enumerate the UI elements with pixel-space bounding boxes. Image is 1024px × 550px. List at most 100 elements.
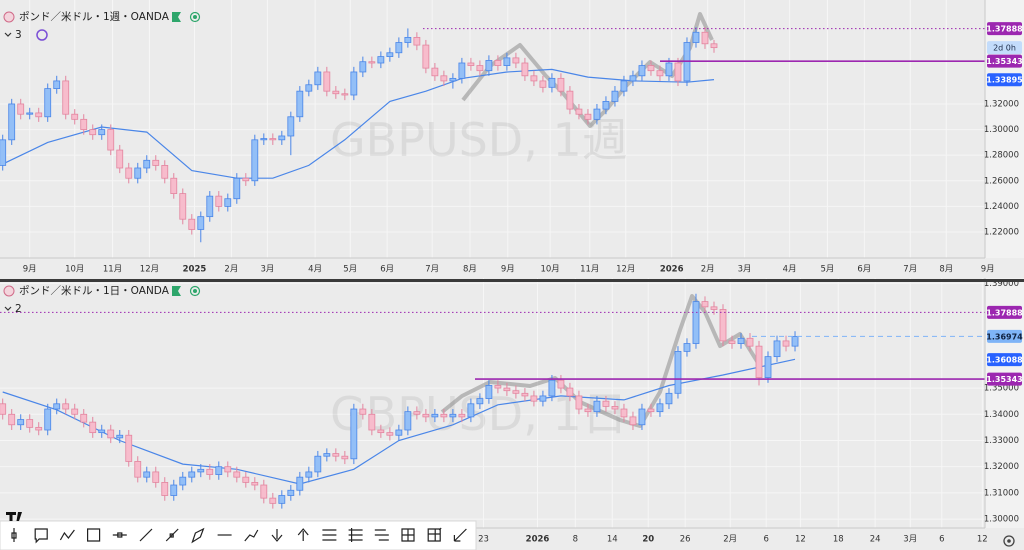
candle-body	[710, 306, 718, 310]
candle-body	[449, 413, 457, 418]
toolbar-icon[interactable]	[401, 528, 415, 542]
toolbar-icon[interactable]	[297, 528, 309, 541]
x-tick-label: 3月	[260, 265, 274, 275]
toolbar-icon[interactable]	[453, 528, 467, 542]
candle-body	[404, 411, 412, 431]
candle-body	[638, 65, 646, 77]
candle-body	[764, 356, 772, 378]
toolbar-icon[interactable]	[11, 528, 17, 542]
candle-body	[476, 398, 484, 405]
candle-body	[161, 482, 169, 496]
toolbar-icon[interactable]	[322, 529, 337, 541]
candle-body	[71, 408, 79, 415]
candle-body	[323, 453, 331, 457]
x-tick-label: 18	[833, 535, 844, 545]
toolbar-icon[interactable]	[112, 532, 127, 538]
candle-body	[494, 385, 502, 389]
candle-body	[359, 61, 367, 73]
x-tick-label: 11月	[103, 265, 122, 275]
candle-body	[134, 461, 142, 478]
candle-body	[422, 413, 430, 418]
candle-body	[35, 426, 43, 431]
candle-body	[269, 497, 277, 504]
price-label: 1.37888	[986, 25, 1023, 34]
candle-body	[593, 108, 601, 120]
candle-body	[620, 408, 628, 418]
candle-body	[80, 118, 88, 130]
candle-body	[602, 400, 610, 407]
candle-body	[557, 379, 565, 389]
candle-body	[458, 62, 466, 79]
candle-body	[350, 71, 358, 96]
candle-body	[332, 453, 340, 457]
candle-body	[485, 60, 493, 72]
candle-body	[260, 484, 268, 499]
candle-body	[314, 71, 322, 86]
candle-body	[80, 413, 88, 423]
candle-body	[773, 340, 781, 358]
countdown: 2d 0h	[993, 44, 1016, 53]
candle-body	[197, 468, 205, 473]
candle-body	[512, 57, 520, 64]
candle-body	[26, 419, 34, 428]
candle-body	[404, 36, 412, 43]
toolbar-icon[interactable]	[34, 528, 48, 544]
candle-body	[503, 387, 511, 392]
x-tick-label: 6	[939, 535, 944, 545]
price-axis	[985, 278, 1024, 528]
candle-body	[8, 103, 16, 141]
candle-body	[368, 61, 376, 64]
collapse-chevron[interactable]	[4, 306, 12, 311]
y-tick-label: 1.39000	[984, 279, 1019, 289]
x-tick-label: 6月	[380, 265, 394, 275]
candle-body	[701, 31, 709, 45]
x-tick-label: 2025	[183, 265, 207, 275]
y-tick-label: 1.26000	[984, 176, 1019, 186]
candle-body	[620, 80, 628, 92]
candle-body	[143, 471, 151, 478]
candle-body	[278, 495, 286, 504]
collapse-chevron[interactable]	[4, 32, 12, 37]
candle-body	[233, 471, 241, 478]
y-tick-label: 1.32000	[984, 99, 1019, 109]
status-dot	[189, 11, 201, 23]
x-tick-label: 9月	[501, 265, 515, 275]
x-tick-label: 5月	[343, 265, 357, 275]
candle-body	[98, 129, 106, 136]
toolbar-icon[interactable]	[427, 527, 442, 542]
candle-body	[62, 80, 70, 115]
candle-body	[575, 108, 583, 115]
toolbar-icon[interactable]	[348, 528, 363, 542]
settings-icon[interactable]	[1003, 535, 1015, 547]
price-label-bg	[987, 353, 1022, 367]
toolbar-icon[interactable]	[271, 529, 283, 542]
pane: GBPUSD, 1日	[0, 278, 985, 528]
y-tick-label: 1.31000	[984, 488, 1019, 498]
candle-body	[170, 484, 178, 496]
toolbar-icon[interactable]	[139, 528, 153, 542]
candle-body	[134, 167, 142, 179]
candle-body	[278, 135, 286, 141]
candle-body	[152, 159, 160, 166]
candle-body	[476, 65, 484, 72]
indicator-icon[interactable]	[36, 29, 48, 41]
candle-body	[521, 62, 529, 77]
candle-body	[269, 138, 277, 141]
x-tick-label: 23	[478, 535, 489, 545]
toolbar-icon[interactable]	[374, 529, 389, 541]
toolbar-icon[interactable]	[86, 528, 101, 542]
candle-body	[467, 403, 475, 418]
candle-body	[98, 429, 106, 434]
toolbar-icon[interactable]	[191, 527, 205, 544]
price-label: 1.36088	[986, 356, 1023, 365]
toolbar-icon[interactable]	[59, 529, 75, 541]
candle-body	[593, 400, 601, 413]
candle-body	[350, 408, 358, 460]
settings-icon-center[interactable]	[1007, 539, 1011, 543]
candle-body	[386, 432, 394, 436]
toolbar-icon[interactable]	[165, 528, 179, 542]
toolbar-icon[interactable]	[244, 529, 259, 542]
status-dot-inner	[193, 15, 197, 19]
candle-body	[665, 392, 673, 405]
moving-average	[2, 68, 715, 179]
